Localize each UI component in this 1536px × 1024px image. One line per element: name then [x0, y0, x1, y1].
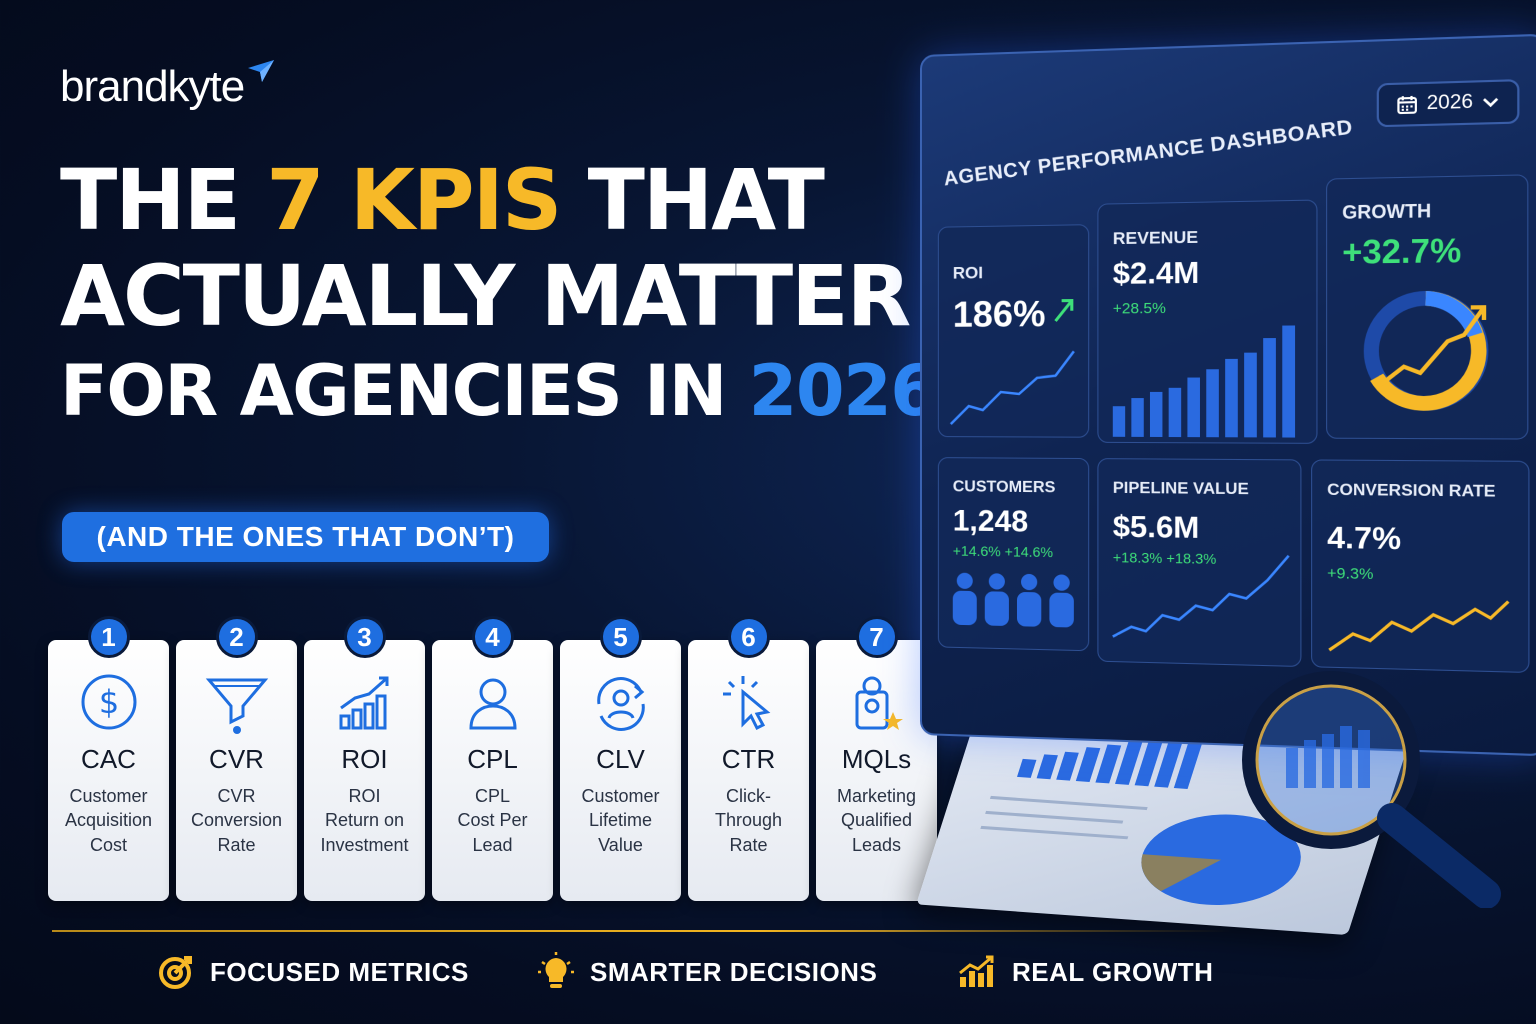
kpi-abbr: CPL — [432, 744, 553, 775]
benefit-smarter-decisions: SMARTER DECISIONS — [538, 952, 958, 992]
user-cycle-icon — [560, 672, 681, 740]
performance-dashboard: AGENCY PERFORMANCE DASHBOARD 2026 ROI 18… — [920, 34, 1536, 757]
magnifying-glass-icon — [1236, 668, 1516, 908]
kpi-card-roi: 3 ROI ROI Return on Investment — [304, 640, 425, 901]
panel-roi: ROI 186% — [938, 224, 1089, 438]
pipeline-line-chart — [1111, 551, 1294, 647]
kpi-description: ROI Return on Investment — [310, 784, 419, 857]
divider — [52, 930, 1232, 932]
headline-line-2: ACTUALLY MATTER — [60, 254, 937, 338]
kpi-abbr: CVR — [176, 744, 297, 775]
growth-label: GROWTH — [1342, 201, 1431, 225]
kite-icon — [246, 58, 276, 84]
headline: THE 7 KPIs THAT ACTUALLY MATTER FOR AGEN… — [60, 158, 937, 426]
kpi-card-mqls: 7 MQLs Marketing Qualified Leads — [816, 640, 937, 901]
revenue-label: REVENUE — [1113, 227, 1198, 249]
svg-text:$: $ — [98, 683, 118, 721]
cursor-click-icon — [688, 672, 809, 740]
year-select[interactable]: 2026 — [1377, 79, 1520, 127]
kpi-number-badge: 7 — [856, 616, 898, 658]
conversion-value: 4.7% — [1327, 521, 1401, 558]
customers-people-icon — [949, 569, 1080, 632]
benefit-real-growth: REAL GROWTH — [958, 952, 1213, 992]
kpi-number-badge: 6 — [728, 616, 770, 658]
kpi-number-badge: 2 — [216, 616, 258, 658]
kpi-card-cvr: 2 CVR CVR Conversion Rate — [176, 640, 297, 901]
kpi-number-badge: 5 — [600, 616, 642, 658]
growth-bars-icon — [304, 672, 425, 740]
customers-delta: +14.6% +14.6% — [953, 542, 1053, 560]
roi-line-chart — [949, 347, 1080, 428]
conversion-line-chart — [1327, 596, 1513, 659]
kpi-description: CPL Cost Per Lead — [438, 784, 547, 857]
kpi-number-badge: 4 — [472, 616, 514, 658]
panel-customers: CUSTOMERS 1,248 +14.6% +14.6% — [938, 457, 1089, 651]
brand-logo: brandkyte — [60, 62, 276, 112]
kpi-abbr: MQLs — [816, 744, 937, 775]
kpi-abbr: CTR — [688, 744, 809, 775]
dashboard-title: AGENCY PERFORMANCE DASHBOARD — [943, 116, 1354, 191]
headline-line-3: FOR AGENCIES IN 2026 — [60, 356, 937, 426]
benefit-focused-metrics: FOCUSED METRICS — [158, 952, 538, 992]
kpi-abbr: CAC — [48, 744, 169, 775]
calendar-icon — [1396, 94, 1418, 116]
revenue-bar-chart — [1113, 323, 1308, 437]
kpi-description: Customer Lifetime Value — [566, 784, 675, 857]
target-icon — [158, 954, 194, 990]
funnel-icon — [176, 672, 297, 740]
headline-highlight-year: 2026 — [749, 350, 938, 432]
kpi-abbr: CLV — [560, 744, 681, 775]
conversion-label: CONVERSION RATE — [1327, 481, 1495, 501]
kpi-description: Customer Acquisition Cost — [54, 784, 163, 857]
bar-chart-icon — [958, 955, 996, 989]
customers-value: 1,248 — [953, 504, 1028, 539]
growth-value: +32.7% — [1342, 232, 1461, 272]
kpi-card-cac: 1 $ CAC Customer Acquisition Cost — [48, 640, 169, 901]
kpi-description: Click-Through Rate — [694, 784, 803, 857]
panel-growth: GROWTH +32.7% — [1326, 174, 1528, 439]
kpi-number-badge: 1 — [88, 616, 130, 658]
chevron-down-icon — [1482, 96, 1500, 109]
year-select-value: 2026 — [1427, 91, 1473, 115]
panel-revenue: REVENUE $2.4M +28.5% — [1097, 199, 1317, 443]
kpi-card-cpl: 4 CPL CPL Cost Per Lead — [432, 640, 553, 901]
brand-name: brandkyte — [60, 62, 244, 112]
revenue-delta: +28.5% — [1113, 300, 1166, 318]
kpi-description: Marketing Qualified Leads — [822, 784, 931, 857]
roi-label: ROI — [953, 263, 983, 283]
kpi-number-badge: 3 — [344, 616, 386, 658]
growth-donut-chart — [1355, 282, 1497, 420]
subtitle-pill: (AND THE ONES THAT DON’T) — [62, 512, 549, 562]
roi-value: 186% — [953, 293, 1046, 336]
pipeline-value: $5.6M — [1113, 510, 1200, 546]
kpi-card-ctr: 6 CTR Click-Through Rate — [688, 640, 809, 901]
conversion-delta: +9.3% — [1327, 565, 1373, 584]
kpi-cards: 1 $ CAC Customer Acquisition Cost 2 CVR CV… — [48, 616, 937, 901]
customers-label: CUSTOMERS — [953, 478, 1056, 497]
badge-star-icon — [816, 672, 937, 740]
headline-line-1: THE 7 KPIs THAT — [60, 158, 937, 242]
kpi-description: CVR Conversion Rate — [182, 784, 291, 857]
revenue-value: $2.4M — [1113, 256, 1200, 292]
lightbulb-icon — [538, 952, 574, 992]
kpi-card-clv: 5 CLV Customer Lifetime Value — [560, 640, 681, 901]
pipeline-label: PIPELINE VALUE — [1113, 480, 1249, 500]
dollar-icon: $ — [48, 672, 169, 740]
up-arrow-icon — [1051, 296, 1075, 325]
headline-highlight-kpis: 7 KPIs — [266, 151, 560, 249]
benefits-row: FOCUSED METRICS SMARTER DECISIONS REAL G… — [158, 952, 1213, 992]
panel-conversion: CONVERSION RATE 4.7% +9.3% — [1311, 459, 1529, 673]
user-icon — [432, 672, 553, 740]
kpi-abbr: ROI — [304, 744, 425, 775]
panel-pipeline: PIPELINE VALUE $5.6M +18.3% +18.3% — [1097, 458, 1301, 667]
